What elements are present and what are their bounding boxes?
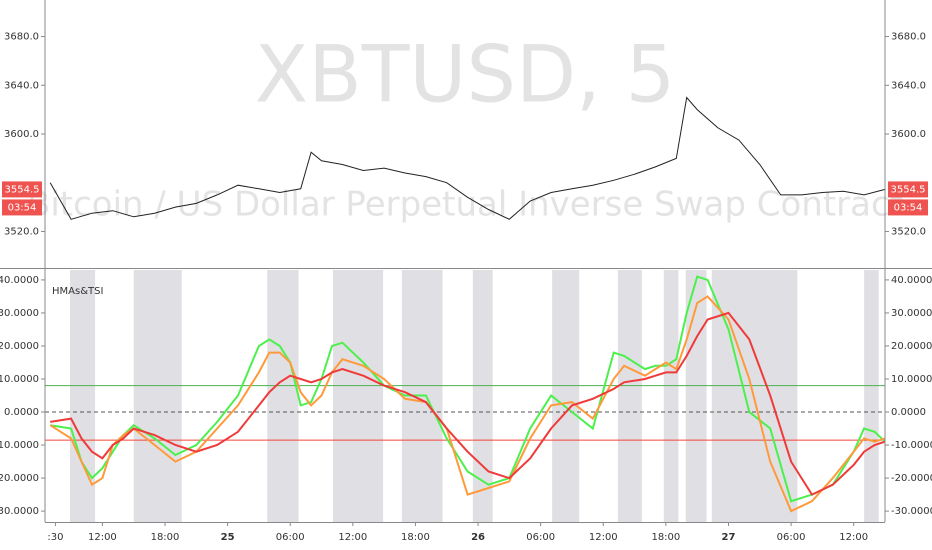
price-pane: XBTUSD, 5 Bitcoin / US Dollar Perpetual … bbox=[2, 30, 928, 237]
y-tick-label: 0.0000 bbox=[4, 407, 39, 418]
last-price-box bbox=[888, 181, 928, 198]
series-line bbox=[50, 275, 886, 503]
x-tick-label: 18:00 bbox=[651, 532, 680, 543]
series-line bbox=[50, 311, 886, 496]
shaded-range bbox=[617, 270, 642, 522]
y-tick-label: -10.0000 bbox=[0, 440, 39, 451]
x-tick-label: 18:00 bbox=[401, 532, 430, 543]
shaded-range bbox=[864, 270, 879, 522]
watermark-description: Bitcoin / US Dollar Perpetual Inverse Sw… bbox=[27, 185, 903, 225]
x-tick-label: 12:00 bbox=[338, 532, 367, 543]
y-tick-label: 3640.0 bbox=[4, 80, 39, 91]
x-tick-label: 06:00 bbox=[777, 532, 806, 543]
y-tick-label: 30.0000 bbox=[891, 308, 932, 319]
indicator-pane: HMAs&TSI 40.0000 40.0000 30.0000 30.0000 20.… bbox=[0, 270, 932, 543]
x-tick-label: 06:00 bbox=[526, 532, 555, 543]
x-tick-label: 18:00 bbox=[151, 532, 180, 543]
x-tick-label: 12:00 bbox=[88, 532, 117, 543]
shaded-range bbox=[267, 270, 299, 522]
y-tick-label: 40.0000 bbox=[0, 275, 39, 286]
y-tick-label: 3600.0 bbox=[891, 129, 926, 140]
countdown-box bbox=[2, 199, 42, 216]
y-tick-label: 10.0000 bbox=[0, 374, 39, 385]
y-tick-label: 10.0000 bbox=[891, 374, 932, 385]
y-tick-label: 0.0000 bbox=[891, 407, 926, 418]
y-tick-label: -30.0000 bbox=[891, 506, 932, 517]
y-tick-label: 20.0000 bbox=[891, 341, 932, 352]
last-price-box bbox=[2, 181, 42, 198]
y-tick-label: 3680.0 bbox=[891, 32, 926, 43]
shaded-range bbox=[472, 270, 493, 522]
y-tick-label: 3680.0 bbox=[4, 32, 39, 43]
x-tick-label: 27 bbox=[722, 532, 736, 543]
shaded-range bbox=[333, 270, 384, 522]
last-price-label: 3554.5 bbox=[5, 184, 40, 195]
watermark-symbol: XBTUSD, 5 bbox=[255, 30, 675, 120]
y-tick-label: -10.0000 bbox=[891, 440, 932, 451]
shaded-range bbox=[552, 270, 580, 522]
y-tick-label: 3520.0 bbox=[891, 226, 926, 237]
x-tick-label: :30 bbox=[47, 532, 63, 543]
y-tick-label: 40.0000 bbox=[891, 275, 932, 286]
y-tick-label: 30.0000 bbox=[0, 308, 39, 319]
y-tick-label: 20.0000 bbox=[0, 341, 39, 352]
series-line bbox=[49, 96, 886, 220]
y-tick-label: -20.0000 bbox=[0, 473, 39, 484]
y-tick-label: 3640.0 bbox=[891, 80, 926, 91]
shaded-range bbox=[663, 270, 679, 522]
y-tick-label: -30.0000 bbox=[0, 506, 39, 517]
y-tick-label: 3520.0 bbox=[4, 226, 39, 237]
countdown-label: 03:54 bbox=[8, 202, 37, 213]
x-tick-label: 26 bbox=[471, 532, 485, 543]
shaded-range bbox=[133, 270, 182, 522]
x-tick-label: 06:00 bbox=[276, 532, 305, 543]
shaded-range bbox=[685, 270, 707, 522]
last-price-label: 3554.5 bbox=[891, 184, 926, 195]
x-tick-label: 12:00 bbox=[589, 532, 618, 543]
x-tick-label: 12:00 bbox=[839, 532, 868, 543]
y-tick-label: -20.0000 bbox=[891, 473, 932, 484]
countdown-box bbox=[888, 199, 928, 216]
y-tick-label: 3600.0 bbox=[4, 129, 39, 140]
indicator-name: HMAs&TSI bbox=[52, 286, 103, 297]
x-tick-label: 25 bbox=[221, 532, 235, 543]
countdown-label: 03:54 bbox=[894, 202, 923, 213]
